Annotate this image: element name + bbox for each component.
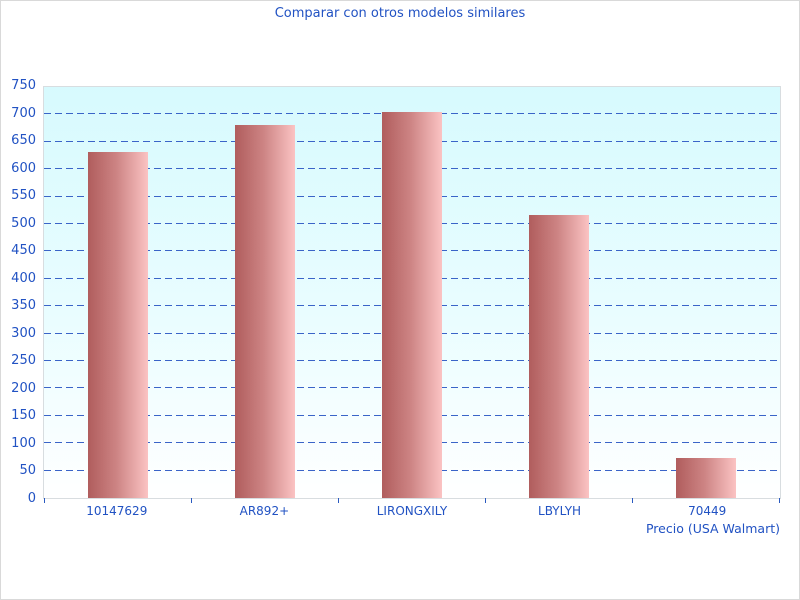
bar-LBYLYH — [529, 214, 590, 498]
y-axis-tick-label: 100 — [11, 435, 36, 451]
chart-title: Comparar con otros modelos similares — [274, 6, 526, 21]
x-axis-tick — [190, 498, 192, 503]
y-axis: 0 50 100 150 200 250 300 350 400 450 500 550 600 650 7… — [1, 78, 36, 506]
x-axis-category-label: AR892+ — [239, 504, 290, 518]
y-axis-tick-label: 450 — [11, 243, 36, 259]
x-axis-category-label: 10147629 — [86, 504, 148, 518]
x-axis-tick — [632, 498, 634, 503]
x-axis-tick — [44, 498, 45, 503]
bar-10147629 — [87, 152, 148, 498]
x-axis-labels: 10147629 AR892+ LIRONGXILY LBYLYH 70449 — [43, 504, 781, 518]
y-axis-tick-label: 250 — [11, 353, 36, 369]
y-axis-tick-label: 150 — [11, 408, 36, 424]
plot-area — [43, 86, 781, 503]
x-axis-title: Precio (USA Walmart) — [645, 521, 780, 536]
bar-70449 — [676, 458, 737, 498]
bar-LIRONGXILY — [382, 112, 442, 498]
y-axis-tick-label: 600 — [11, 160, 36, 176]
y-axis-tick-label: 300 — [11, 325, 36, 341]
bar-AR892+ — [234, 125, 295, 498]
y-axis-tick-label: 0 — [27, 491, 36, 506]
y-axis-tick-label: 200 — [11, 380, 36, 396]
x-axis-tick — [779, 498, 780, 503]
x-axis-tick — [485, 498, 487, 503]
y-axis-tick-label: 550 — [11, 188, 36, 204]
y-axis-tick-label: 50 — [19, 463, 36, 479]
y-axis-tick-label: 650 — [11, 133, 36, 149]
y-axis-tick-label: 350 — [11, 298, 36, 314]
x-axis-category-label: LBYLYH — [538, 504, 582, 518]
y-axis-tick-label: 700 — [11, 105, 36, 121]
y-axis-tick-label: 500 — [11, 215, 36, 231]
x-axis-tick — [337, 498, 339, 503]
x-axis-category-label: 70449 — [688, 504, 727, 518]
y-axis-tick-label: 750 — [11, 78, 36, 93]
y-axis-tick-label: 400 — [11, 270, 36, 286]
x-axis-category-label: LIRONGXILY — [376, 504, 448, 518]
